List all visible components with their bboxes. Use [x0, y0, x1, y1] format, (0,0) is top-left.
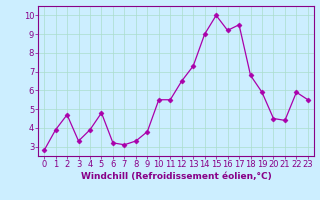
X-axis label: Windchill (Refroidissement éolien,°C): Windchill (Refroidissement éolien,°C): [81, 172, 271, 181]
